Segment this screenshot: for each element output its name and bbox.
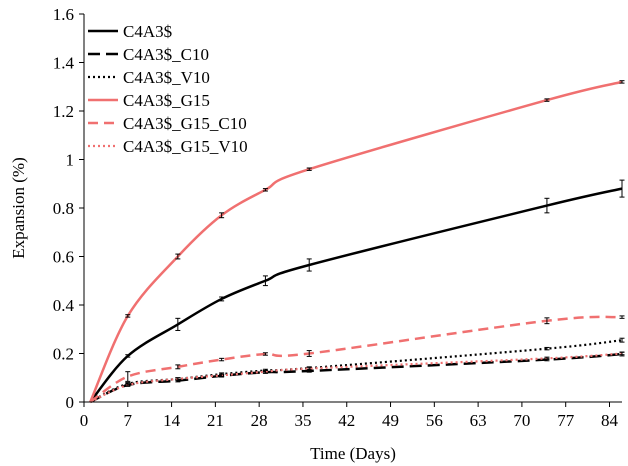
error-bar (544, 197, 550, 214)
legend: C4A3$ C4A3$_C10 C4A3$_V10 C4A3$_G15 C4A3$_G1… (88, 22, 248, 156)
error-bar (544, 98, 550, 102)
error-bar (125, 383, 131, 387)
error-bar (125, 354, 131, 358)
x-tick-label: 7 (124, 411, 133, 430)
y-tick-label: 0.8 (53, 199, 74, 218)
error-bar (262, 188, 268, 192)
legend-item: C4A3$_G15_C10 (88, 114, 247, 133)
series-0 (89, 179, 625, 403)
x-tick-label: 56 (426, 411, 443, 430)
error-bar (219, 296, 225, 302)
error-bar (306, 350, 312, 357)
error-bar (175, 377, 181, 381)
y-tick-label: 1.4 (53, 54, 75, 73)
error-bar (619, 80, 625, 84)
x-tick-label: 70 (513, 411, 530, 430)
error-bar (262, 352, 268, 356)
y-tick-label: 0.4 (53, 296, 75, 315)
legend-item: C4A3$_V10 (88, 68, 210, 87)
error-bar (219, 357, 225, 362)
error-bar (219, 212, 225, 219)
error-bar (219, 373, 225, 378)
x-tick-label: 35 (294, 411, 311, 430)
x-tick-label: 49 (382, 411, 399, 430)
y-tick-label: 1.6 (53, 5, 74, 24)
x-tick-label: 14 (163, 411, 181, 430)
error-bar (262, 275, 268, 287)
y-tick-label: 0 (66, 393, 75, 412)
legend-item: C4A3$ (88, 22, 172, 41)
y-axis-title: Expansion (%) (9, 157, 28, 259)
series-4 (89, 315, 625, 404)
error-bar (544, 356, 550, 361)
series-5 (89, 351, 625, 404)
error-bar (262, 369, 268, 374)
axes (79, 13, 622, 407)
error-bar (306, 258, 312, 272)
error-bar (306, 366, 312, 371)
x-tick-label: 63 (470, 411, 487, 430)
series-line (89, 339, 623, 403)
legend-item: C4A3$_C10 (88, 45, 209, 64)
legend-label: C4A3$ (123, 22, 172, 41)
y-tick-label: 0.2 (53, 345, 74, 364)
x-tick-label: 0 (80, 411, 89, 430)
x-tick-label: 21 (207, 411, 224, 430)
series-line (89, 352, 623, 404)
legend-label: C4A3$_C10 (123, 45, 209, 64)
series-layer (89, 80, 625, 404)
legend-label: C4A3$_G15 (123, 91, 210, 110)
series-3 (89, 80, 625, 403)
legend-label: C4A3$_V10 (123, 68, 210, 87)
error-bar (619, 179, 625, 198)
tick-labels: 0 0.2 0.4 0.6 0.8 1 1.2 1.4 1.6 0 7 14 21 28 35 42 49 56 6… (53, 5, 619, 430)
series-line (89, 352, 623, 404)
legend-label: C4A3$_G15_V10 (123, 137, 248, 156)
legend-label: C4A3$_G15_C10 (123, 114, 247, 133)
x-tick-label: 77 (557, 411, 575, 430)
error-bar (175, 317, 181, 331)
error-bar (544, 317, 550, 325)
error-bar (544, 346, 550, 351)
x-tick-label: 84 (601, 411, 619, 430)
legend-item: C4A3$_G15_V10 (88, 137, 248, 156)
x-tick-label: 28 (251, 411, 268, 430)
y-tick-label: 0.6 (53, 248, 74, 267)
error-bar (125, 371, 131, 382)
error-bar (125, 314, 131, 318)
error-bar (619, 351, 625, 356)
x-axis-title: Time (Days) (310, 444, 396, 463)
legend-item: C4A3$_G15 (88, 91, 210, 110)
x-tick-label: 42 (338, 411, 355, 430)
error-bar (619, 315, 625, 319)
y-tick-label: 1.2 (53, 102, 74, 121)
y-tick-label: 1 (66, 151, 75, 170)
error-bar (175, 364, 181, 370)
error-bar (175, 253, 181, 260)
error-bar (306, 167, 312, 171)
series-1 (89, 351, 625, 404)
error-bar (619, 337, 625, 343)
